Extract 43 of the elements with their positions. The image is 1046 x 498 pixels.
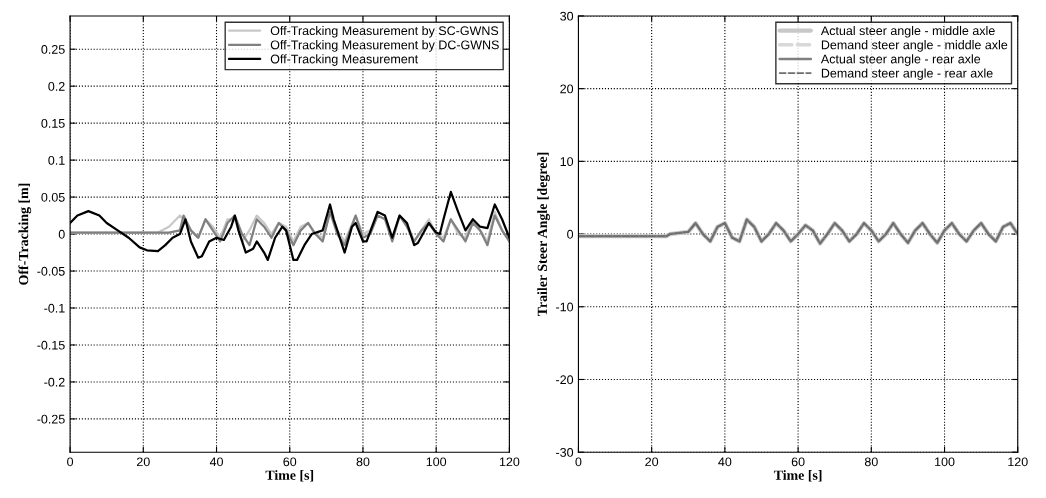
x-tick-label: 120 — [499, 457, 520, 467]
y-axis-title: Off-Tracking [m] — [18, 183, 32, 285]
x-tick-label: 40 — [718, 457, 732, 467]
x-tick-label: 80 — [864, 457, 878, 467]
y-tick-label: 0.2 — [48, 81, 65, 91]
y-tick-label: 0.05 — [41, 192, 65, 202]
y-tick-label: 0 — [58, 229, 65, 239]
x-tick-label: 0 — [67, 457, 74, 467]
y-tick-label: 0.15 — [41, 118, 65, 128]
y-tick-label: 20 — [560, 84, 574, 94]
y-tick-label: -10 — [556, 302, 574, 312]
y-tick-label: 30 — [560, 11, 574, 21]
x-tick-label: 40 — [209, 457, 223, 467]
legend-label: Off-Tracking Measurement by DC-GWNS — [270, 40, 499, 52]
x-tick-label: 60 — [283, 457, 297, 467]
y-tick-label: -0.15 — [37, 340, 65, 350]
y-tick-label: 0.25 — [41, 45, 65, 54]
x-tick-label: 60 — [791, 457, 805, 467]
y-tick-label: -0.2 — [44, 377, 65, 387]
legend-label: Off-Tracking Measurement by SC-GWNS — [270, 25, 499, 38]
x-tick-label: 0 — [575, 457, 582, 467]
y-tick-label: -20 — [556, 375, 574, 385]
x-tick-label: 20 — [136, 457, 150, 467]
x-tick-label: 120 — [1008, 457, 1028, 467]
y-tick-label: 0.1 — [48, 155, 65, 165]
legend-label: Actual steer angle - rear axle — [820, 54, 981, 66]
y-tick-label: 0 — [567, 229, 574, 239]
y-tick-label: -0.05 — [37, 266, 65, 276]
y-tick-label: -0.1 — [44, 303, 65, 313]
x-axis-title: Time [s] — [265, 470, 314, 482]
x-tick-label: 20 — [645, 457, 659, 467]
legend-label: Off-Tracking Measurement — [270, 54, 419, 66]
legend-label: Demand steer angle - rear axle — [821, 68, 993, 81]
x-tick-label: 80 — [356, 457, 370, 467]
y-tick-label: 10 — [560, 157, 574, 166]
y-axis-title: Trailer Steer Angle [degree] — [537, 152, 550, 317]
x-tick-label: 100 — [426, 457, 447, 467]
y-tick-label: -0.25 — [37, 414, 65, 424]
legend-label: Demand steer angle - middle axle — [821, 40, 1008, 52]
x-tick-label: 100 — [935, 457, 955, 467]
x-axis-title: Time [s] — [773, 470, 822, 482]
legend-label: Actual steer angle - middle axle — [820, 25, 995, 38]
y-tick-label: -30 — [556, 447, 574, 457]
